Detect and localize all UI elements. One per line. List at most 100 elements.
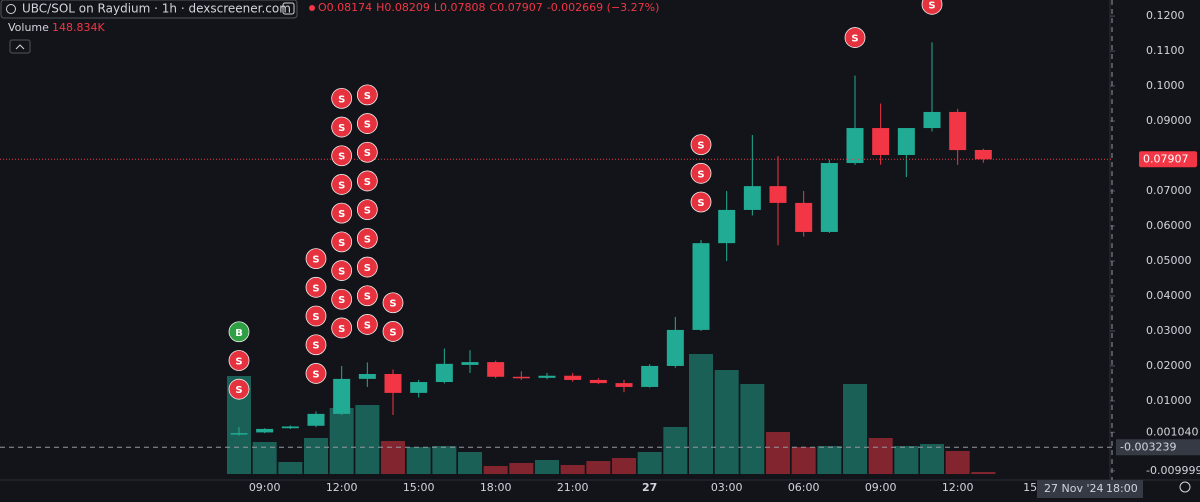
- volume-bar: [894, 446, 919, 474]
- candle-body: [589, 379, 607, 384]
- volume-bar: [971, 472, 996, 474]
- settings-icon[interactable]: [1179, 481, 1191, 493]
- trade-marker: [356, 84, 378, 106]
- ohlc-item: O0.08174: [318, 1, 372, 14]
- trade-marker: [331, 317, 353, 339]
- volume-bar: [509, 463, 534, 474]
- candle-body: [256, 428, 274, 433]
- trade-marker: [356, 285, 378, 307]
- y-tick-label: 0.1000: [1146, 79, 1185, 92]
- trade-marker-label: S: [312, 255, 319, 266]
- candle-body: [410, 382, 428, 393]
- volume-bar: [817, 446, 842, 474]
- volume-bar: [791, 447, 816, 474]
- candle-body: [846, 128, 864, 164]
- trade-marker-label: S: [338, 209, 345, 220]
- crosshair-price-label: -0.003239: [1120, 440, 1176, 453]
- trade-marker: [305, 276, 327, 298]
- y-tick-label: 0.1100: [1146, 44, 1185, 57]
- x-tick-label: 18:00: [480, 481, 512, 494]
- trade-marker-label: S: [235, 356, 242, 367]
- candle-body: [461, 362, 479, 365]
- candle-body: [512, 376, 530, 379]
- trade-marker: [228, 321, 250, 343]
- title-chip[interactable]: [0, 0, 298, 19]
- volume-bar: [355, 405, 380, 474]
- crosshair-time-label: 18:00: [1106, 482, 1138, 495]
- volume-bar: [252, 442, 277, 474]
- trade-marker-label: S: [697, 198, 704, 209]
- volume-label: Volume: [8, 21, 49, 34]
- trade-marker-label: S: [338, 267, 345, 278]
- trade-marker: [331, 174, 353, 195]
- trade-marker-label: S: [312, 369, 319, 380]
- trade-marker: [844, 27, 866, 48]
- x-tick-label: 06:00: [788, 481, 820, 494]
- title-button[interactable]: [282, 2, 295, 15]
- y-tick-label: 0.1200: [1146, 9, 1185, 22]
- ohlc-item: -0.002669 (−3.27%): [547, 1, 660, 14]
- candle-body: [333, 378, 351, 414]
- candle-body: [872, 128, 890, 155]
- trade-marker: [331, 145, 353, 167]
- trade-marker-label: S: [338, 295, 345, 306]
- trade-marker-label: S: [312, 312, 319, 323]
- volume-bar: [637, 452, 662, 474]
- collapse-button[interactable]: [9, 39, 31, 54]
- status-dot: [309, 5, 315, 11]
- candle-body: [281, 426, 299, 429]
- candle-body: [615, 383, 633, 387]
- volume-bar: [766, 432, 791, 474]
- x-tick-label: 15:00: [403, 481, 435, 494]
- trade-marker-label: S: [338, 180, 345, 191]
- trade-marker: [331, 288, 353, 310]
- volume-bar: [381, 441, 406, 474]
- x-tick-label: 03:00: [711, 481, 743, 494]
- y-tick-label: 0.09000: [1146, 114, 1192, 127]
- trade-marker: [305, 248, 327, 270]
- trade-marker-label: S: [338, 324, 345, 335]
- trade-marker-label: S: [364, 91, 371, 102]
- volume-bar: [663, 427, 688, 474]
- candle-body: [743, 186, 761, 210]
- candle-body: [307, 413, 325, 426]
- trade-marker-label: S: [312, 341, 319, 352]
- ohlc-item: C0.07907: [490, 1, 543, 14]
- candle-body: [435, 363, 453, 383]
- y-tick-label: 0.06000: [1146, 219, 1192, 232]
- trade-marker: [331, 202, 353, 224]
- trade-marker: [305, 363, 327, 384]
- trade-marker-label: S: [928, 0, 935, 11]
- volume-bar: [406, 447, 431, 474]
- volume-bar: [945, 451, 970, 474]
- trade-marker: [228, 378, 250, 400]
- candle-body: [666, 329, 684, 366]
- trade-marker: [690, 134, 712, 156]
- trade-marker-label: S: [697, 141, 704, 152]
- y-tick-label: 0.01000: [1146, 394, 1192, 407]
- volume-bar: [612, 458, 637, 474]
- trade-marker-label: S: [851, 34, 858, 45]
- trade-marker: [305, 334, 327, 356]
- ohlc-item: H0.08209: [376, 1, 430, 14]
- candle-body: [974, 149, 992, 160]
- x-tick-label: 15:: [1023, 481, 1041, 494]
- volume-bar: [740, 384, 765, 474]
- trade-marker: [356, 256, 378, 278]
- x-tick-label: 12:00: [942, 481, 974, 494]
- y-tick-label: 0.001040: [1146, 425, 1199, 438]
- trade-marker-label: S: [235, 385, 242, 396]
- trade-marker: [331, 231, 353, 253]
- volume-bar: [535, 460, 560, 474]
- trade-marker-label: S: [364, 148, 371, 159]
- y-tick-label: 0.07000: [1146, 184, 1192, 197]
- trade-marker: [356, 227, 378, 249]
- candle-body: [384, 373, 402, 393]
- y-tick-label: 0.03000: [1146, 324, 1192, 337]
- trade-marker: [690, 162, 712, 184]
- trade-marker: [356, 113, 378, 134]
- trade-marker-label: S: [338, 238, 345, 249]
- crosshair-time-box: [1037, 480, 1143, 498]
